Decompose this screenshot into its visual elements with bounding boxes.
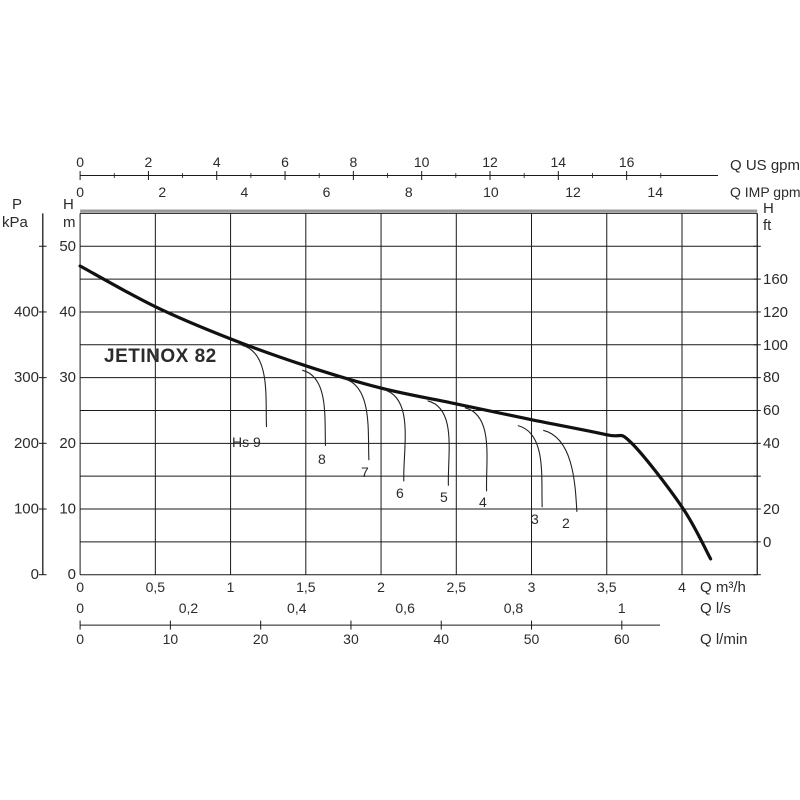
svg-text:1,5: 1,5 bbox=[296, 579, 316, 595]
svg-text:0: 0 bbox=[76, 184, 84, 200]
svg-text:160: 160 bbox=[763, 271, 788, 288]
svg-text:0: 0 bbox=[76, 579, 84, 595]
svg-text:2: 2 bbox=[562, 515, 570, 531]
svg-text:4: 4 bbox=[479, 494, 487, 510]
svg-text:8: 8 bbox=[405, 184, 413, 200]
svg-text:H: H bbox=[763, 200, 774, 217]
svg-text:H: H bbox=[63, 196, 74, 213]
svg-text:2: 2 bbox=[158, 184, 166, 200]
svg-text:60: 60 bbox=[763, 402, 780, 419]
svg-text:20: 20 bbox=[763, 501, 780, 518]
svg-text:8: 8 bbox=[318, 451, 326, 467]
svg-text:3,5: 3,5 bbox=[597, 579, 617, 595]
svg-text:2,5: 2,5 bbox=[447, 579, 467, 595]
svg-text:6: 6 bbox=[323, 184, 331, 200]
svg-text:10: 10 bbox=[414, 154, 430, 170]
svg-text:Q m³/h: Q m³/h bbox=[700, 579, 746, 596]
svg-text:400: 400 bbox=[14, 304, 39, 321]
svg-text:200: 200 bbox=[14, 435, 39, 452]
svg-text:40: 40 bbox=[59, 304, 76, 321]
svg-text:7: 7 bbox=[361, 464, 369, 480]
svg-text:0,4: 0,4 bbox=[287, 600, 307, 616]
svg-text:80: 80 bbox=[763, 369, 780, 386]
svg-text:4: 4 bbox=[678, 579, 686, 595]
svg-text:20: 20 bbox=[59, 435, 76, 452]
svg-text:5: 5 bbox=[440, 489, 448, 505]
svg-text:14: 14 bbox=[647, 184, 663, 200]
svg-text:0,5: 0,5 bbox=[146, 579, 166, 595]
svg-text:JETINOX 82: JETINOX 82 bbox=[104, 346, 217, 367]
svg-text:0: 0 bbox=[31, 566, 39, 583]
svg-text:10: 10 bbox=[483, 184, 499, 200]
svg-text:0: 0 bbox=[68, 566, 76, 583]
svg-text:10: 10 bbox=[59, 501, 76, 518]
svg-text:40: 40 bbox=[433, 631, 449, 647]
svg-text:0: 0 bbox=[76, 600, 84, 616]
svg-text:6: 6 bbox=[396, 485, 404, 501]
svg-text:2: 2 bbox=[377, 579, 385, 595]
svg-text:1: 1 bbox=[618, 600, 626, 616]
svg-text:0: 0 bbox=[763, 534, 771, 551]
svg-text:60: 60 bbox=[614, 631, 630, 647]
svg-text:8: 8 bbox=[349, 154, 357, 170]
svg-text:0,2: 0,2 bbox=[179, 600, 199, 616]
svg-text:12: 12 bbox=[482, 154, 498, 170]
svg-text:40: 40 bbox=[763, 435, 780, 452]
svg-text:4: 4 bbox=[241, 184, 249, 200]
svg-text:12: 12 bbox=[565, 184, 581, 200]
svg-text:Q l/min: Q l/min bbox=[700, 631, 748, 648]
svg-text:100: 100 bbox=[14, 501, 39, 518]
svg-text:120: 120 bbox=[763, 304, 788, 321]
svg-text:10: 10 bbox=[163, 631, 179, 647]
svg-text:m: m bbox=[63, 214, 76, 231]
svg-text:16: 16 bbox=[619, 154, 635, 170]
svg-text:3: 3 bbox=[528, 579, 536, 595]
svg-text:0,8: 0,8 bbox=[504, 600, 524, 616]
svg-text:300: 300 bbox=[14, 369, 39, 386]
svg-text:Hs 9: Hs 9 bbox=[232, 434, 261, 450]
svg-text:0: 0 bbox=[76, 154, 84, 170]
svg-text:30: 30 bbox=[343, 631, 359, 647]
svg-text:Q IMP gpm: Q IMP gpm bbox=[730, 184, 800, 200]
svg-text:P: P bbox=[12, 196, 22, 213]
svg-text:30: 30 bbox=[59, 369, 76, 386]
svg-text:0: 0 bbox=[76, 631, 84, 647]
svg-text:50: 50 bbox=[524, 631, 540, 647]
svg-text:100: 100 bbox=[763, 337, 788, 354]
svg-text:ft: ft bbox=[763, 217, 772, 234]
svg-text:20: 20 bbox=[253, 631, 269, 647]
svg-text:2: 2 bbox=[145, 154, 153, 170]
svg-text:6: 6 bbox=[281, 154, 289, 170]
svg-text:0,6: 0,6 bbox=[395, 600, 415, 616]
svg-text:Q l/s: Q l/s bbox=[700, 600, 731, 617]
svg-text:4: 4 bbox=[213, 154, 221, 170]
svg-text:1: 1 bbox=[227, 579, 235, 595]
svg-text:kPa: kPa bbox=[2, 214, 29, 231]
svg-text:14: 14 bbox=[551, 154, 567, 170]
svg-text:50: 50 bbox=[59, 238, 76, 255]
svg-text:Q US gpm: Q US gpm bbox=[730, 157, 800, 174]
svg-text:3: 3 bbox=[531, 511, 539, 527]
